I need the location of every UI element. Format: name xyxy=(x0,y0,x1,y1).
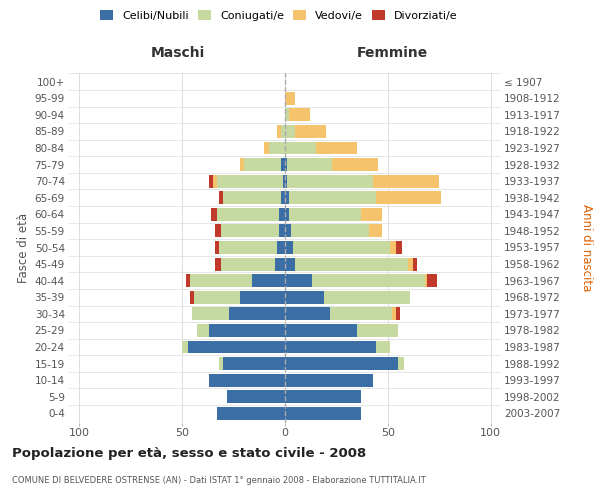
Bar xyxy=(285,92,295,104)
Bar xyxy=(425,274,427,287)
Bar xyxy=(265,142,269,154)
Bar xyxy=(285,224,291,237)
Y-axis label: Anni di nascita: Anni di nascita xyxy=(580,204,593,291)
Bar xyxy=(285,374,373,386)
Bar xyxy=(285,357,398,370)
Bar xyxy=(213,174,217,188)
Bar xyxy=(285,125,295,138)
Bar xyxy=(182,340,188,353)
Bar xyxy=(295,125,326,138)
Bar xyxy=(427,274,437,287)
Bar xyxy=(219,241,277,254)
Legend: Celibi/Nubili, Coniugati/e, Vedovi/e, Divorziati/e: Celibi/Nubili, Coniugati/e, Vedovi/e, Di… xyxy=(98,8,460,23)
Bar xyxy=(193,308,229,320)
Bar xyxy=(287,158,332,171)
Text: Popolazione per età, sesso e stato civile - 2008: Popolazione per età, sesso e stato civil… xyxy=(12,448,366,460)
Bar xyxy=(361,208,382,221)
Bar xyxy=(370,224,382,237)
Bar xyxy=(240,158,244,171)
Bar xyxy=(285,192,289,204)
Bar xyxy=(217,174,283,188)
Bar xyxy=(390,241,396,254)
Bar xyxy=(332,158,377,171)
Bar xyxy=(217,407,285,420)
Bar xyxy=(283,174,285,188)
Bar xyxy=(281,158,285,171)
Bar xyxy=(215,241,219,254)
Bar xyxy=(396,241,402,254)
Bar xyxy=(277,125,281,138)
Bar xyxy=(285,291,324,304)
Bar xyxy=(223,192,281,204)
Bar xyxy=(413,258,416,270)
Bar xyxy=(285,241,293,254)
Bar xyxy=(376,340,390,353)
Bar xyxy=(240,291,285,304)
Bar xyxy=(285,108,289,122)
Bar xyxy=(281,125,285,138)
Bar xyxy=(285,340,376,353)
Bar xyxy=(285,390,361,404)
Bar xyxy=(357,324,398,337)
Bar xyxy=(281,192,285,204)
Bar xyxy=(287,174,373,188)
Bar xyxy=(409,258,413,270)
Bar xyxy=(285,174,287,188)
Bar xyxy=(285,158,287,171)
Bar xyxy=(289,108,310,122)
Bar xyxy=(275,258,285,270)
Bar xyxy=(285,308,330,320)
Bar xyxy=(186,274,190,287)
Bar xyxy=(215,258,221,270)
Text: Femmine: Femmine xyxy=(356,46,428,60)
Bar xyxy=(197,324,209,337)
Bar xyxy=(190,274,252,287)
Bar xyxy=(285,258,295,270)
Bar xyxy=(252,274,285,287)
Bar xyxy=(293,241,390,254)
Bar xyxy=(316,142,357,154)
Bar xyxy=(285,324,357,337)
Bar xyxy=(229,308,285,320)
Bar xyxy=(324,291,410,304)
Bar xyxy=(279,208,285,221)
Bar xyxy=(291,224,370,237)
Bar xyxy=(285,407,361,420)
Bar xyxy=(244,158,281,171)
Bar xyxy=(221,224,279,237)
Bar xyxy=(285,274,312,287)
Bar xyxy=(227,390,285,404)
Bar xyxy=(211,208,217,221)
Bar xyxy=(209,174,213,188)
Bar xyxy=(279,224,285,237)
Bar xyxy=(219,357,223,370)
Bar xyxy=(215,224,221,237)
Bar xyxy=(289,208,361,221)
Bar xyxy=(392,308,396,320)
Text: Maschi: Maschi xyxy=(151,46,205,60)
Bar xyxy=(376,192,442,204)
Bar xyxy=(209,324,285,337)
Text: COMUNE DI BELVEDERE OSTRENSE (AN) - Dati ISTAT 1° gennaio 2008 - Elaborazione TU: COMUNE DI BELVEDERE OSTRENSE (AN) - Dati… xyxy=(12,476,426,485)
Bar xyxy=(217,208,279,221)
Bar xyxy=(295,258,409,270)
Bar xyxy=(223,357,285,370)
Bar xyxy=(188,340,285,353)
Bar xyxy=(312,274,425,287)
Bar xyxy=(285,208,289,221)
Bar xyxy=(219,192,223,204)
Bar xyxy=(330,308,392,320)
Bar xyxy=(269,142,285,154)
Bar xyxy=(396,308,400,320)
Bar xyxy=(221,258,275,270)
Bar xyxy=(373,174,439,188)
Bar xyxy=(285,142,316,154)
Bar xyxy=(194,291,240,304)
Bar xyxy=(398,357,404,370)
Bar xyxy=(190,291,194,304)
Y-axis label: Fasce di età: Fasce di età xyxy=(17,212,31,282)
Bar xyxy=(277,241,285,254)
Bar xyxy=(209,374,285,386)
Bar xyxy=(289,192,376,204)
